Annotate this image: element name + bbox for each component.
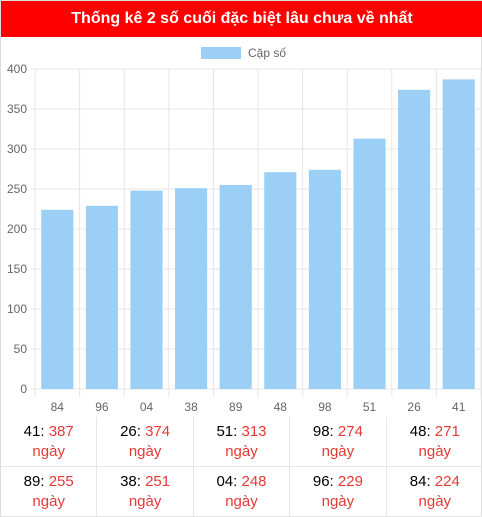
stat-separator: : xyxy=(233,473,242,490)
stat-number: 38 xyxy=(120,473,137,490)
stat-number: 96 xyxy=(312,473,330,490)
bar xyxy=(41,209,74,389)
x-tick-label: 48 xyxy=(274,400,288,414)
bar xyxy=(398,89,431,390)
stat-line: 41: 387 xyxy=(1,422,96,442)
stat-cell: 89: 255 ngày xyxy=(1,467,98,517)
bar xyxy=(442,79,475,390)
stat-unit: ngày xyxy=(128,493,162,510)
stat-number: 51 xyxy=(216,423,234,440)
x-tick-label: 38 xyxy=(184,400,198,414)
x-tick-label: 26 xyxy=(407,400,421,414)
stat-value: 313 xyxy=(241,423,267,440)
stat-cell: 26: 374 ngày xyxy=(97,417,194,467)
stat-cell: 84: 224 ngày xyxy=(386,467,482,517)
x-tick-label: 04 xyxy=(140,400,154,414)
legend: Cặp số xyxy=(201,46,286,60)
y-tick-label: 0 xyxy=(20,382,27,396)
stat-line: 51: 313 xyxy=(194,422,289,442)
stat-unit: ngày xyxy=(32,493,65,510)
stat-line: 96: 229 xyxy=(290,472,385,492)
stat-cell: 98: 274 ngày xyxy=(290,417,387,467)
stat-value: 274 xyxy=(337,423,363,440)
bar xyxy=(264,172,297,389)
x-tick-label: 51 xyxy=(363,400,377,414)
bar xyxy=(219,185,252,389)
x-tick-label: 98 xyxy=(318,400,332,414)
stat-cell: 48: 271 ngày xyxy=(386,417,482,467)
stat-separator: : xyxy=(426,423,435,440)
y-tick-label: 400 xyxy=(7,62,27,76)
stat-value: 255 xyxy=(48,473,74,490)
stat-line: 84: 224 xyxy=(387,472,482,492)
bar-chart-svg: Cặp số 0 50 100 150 200 250 300 350 400 84 96 04 38 89… xyxy=(7,46,482,414)
stat-cell: 96: 229 ngày xyxy=(290,467,387,517)
stat-value: 271 xyxy=(434,423,460,440)
stat-line: 89: 255 xyxy=(1,472,96,492)
x-tick-label: 41 xyxy=(452,400,466,414)
stat-unit: ngày xyxy=(32,443,65,460)
stat-line: 26: 374 xyxy=(97,422,192,442)
stat-number: 04 xyxy=(216,473,234,490)
bar xyxy=(308,169,341,389)
stat-cell: 41: 387 ngày xyxy=(1,417,98,467)
page-title: Thống kê 2 số cuối đặc biệt lâu chưa về … xyxy=(1,1,482,37)
stat-unit: ngày xyxy=(418,443,452,460)
stat-unit: ngày xyxy=(418,493,452,510)
x-tick-label: 84 xyxy=(51,400,65,414)
stat-separator: : xyxy=(233,423,242,440)
stat-unit: ngày xyxy=(321,443,355,460)
stats-grid: 41: 387 ngày 26: 374 ngày 51: 313 ngày 98: 274… xyxy=(1,417,482,517)
stat-value: 387 xyxy=(48,423,74,440)
x-tick-label: 96 xyxy=(95,400,109,414)
stat-separator: : xyxy=(329,423,338,440)
stat-unit: ngày xyxy=(225,443,258,460)
y-tick-label: 350 xyxy=(7,102,27,116)
y-tick-label: 50 xyxy=(14,342,28,356)
bar xyxy=(85,205,118,389)
stat-separator: : xyxy=(136,473,146,490)
y-tick-label: 100 xyxy=(7,302,27,316)
stat-number: 26 xyxy=(120,423,137,440)
bar-chart: Cặp số 0 50 100 150 200 250 300 350 400 84 96 04 38 89… xyxy=(1,37,482,417)
stat-cell: 38: 251 ngày xyxy=(97,467,194,517)
stat-separator: : xyxy=(136,423,146,440)
stat-number: 41 xyxy=(23,423,41,440)
stat-value: 229 xyxy=(337,473,363,490)
stat-line: 48: 271 xyxy=(387,422,482,442)
stat-line: 04: 248 xyxy=(194,472,289,492)
stat-cell: 04: 248 ngày xyxy=(193,467,291,517)
y-tick-label: 300 xyxy=(7,142,27,156)
legend-swatch xyxy=(201,47,241,59)
stat-value: 248 xyxy=(241,473,267,490)
stat-line: 98: 274 xyxy=(290,422,385,442)
stat-number: 89 xyxy=(23,473,41,490)
bar xyxy=(353,138,386,389)
stat-separator: : xyxy=(329,473,338,490)
stat-value: 251 xyxy=(145,473,171,490)
bar xyxy=(175,188,208,389)
stat-cell: 51: 313 ngày xyxy=(193,417,291,467)
y-tick-label: 250 xyxy=(7,182,27,196)
stat-number: 48 xyxy=(409,423,427,440)
stat-unit: ngày xyxy=(128,443,162,460)
stat-separator: : xyxy=(40,473,49,490)
stat-value: 374 xyxy=(145,423,171,440)
stat-number: 98 xyxy=(312,423,330,440)
stat-number: 84 xyxy=(409,473,427,490)
stat-unit: ngày xyxy=(321,493,355,510)
stat-separator: : xyxy=(40,423,49,440)
x-tick-label: 89 xyxy=(229,400,243,414)
y-tick-label: 150 xyxy=(7,262,27,276)
legend-label: Cặp số xyxy=(248,46,286,60)
stat-unit: ngày xyxy=(225,493,258,510)
y-tick-label: 200 xyxy=(7,222,27,236)
stat-value: 224 xyxy=(434,473,460,490)
stat-line: 38: 251 xyxy=(97,472,192,492)
bar xyxy=(130,190,163,389)
stat-separator: : xyxy=(426,473,435,490)
